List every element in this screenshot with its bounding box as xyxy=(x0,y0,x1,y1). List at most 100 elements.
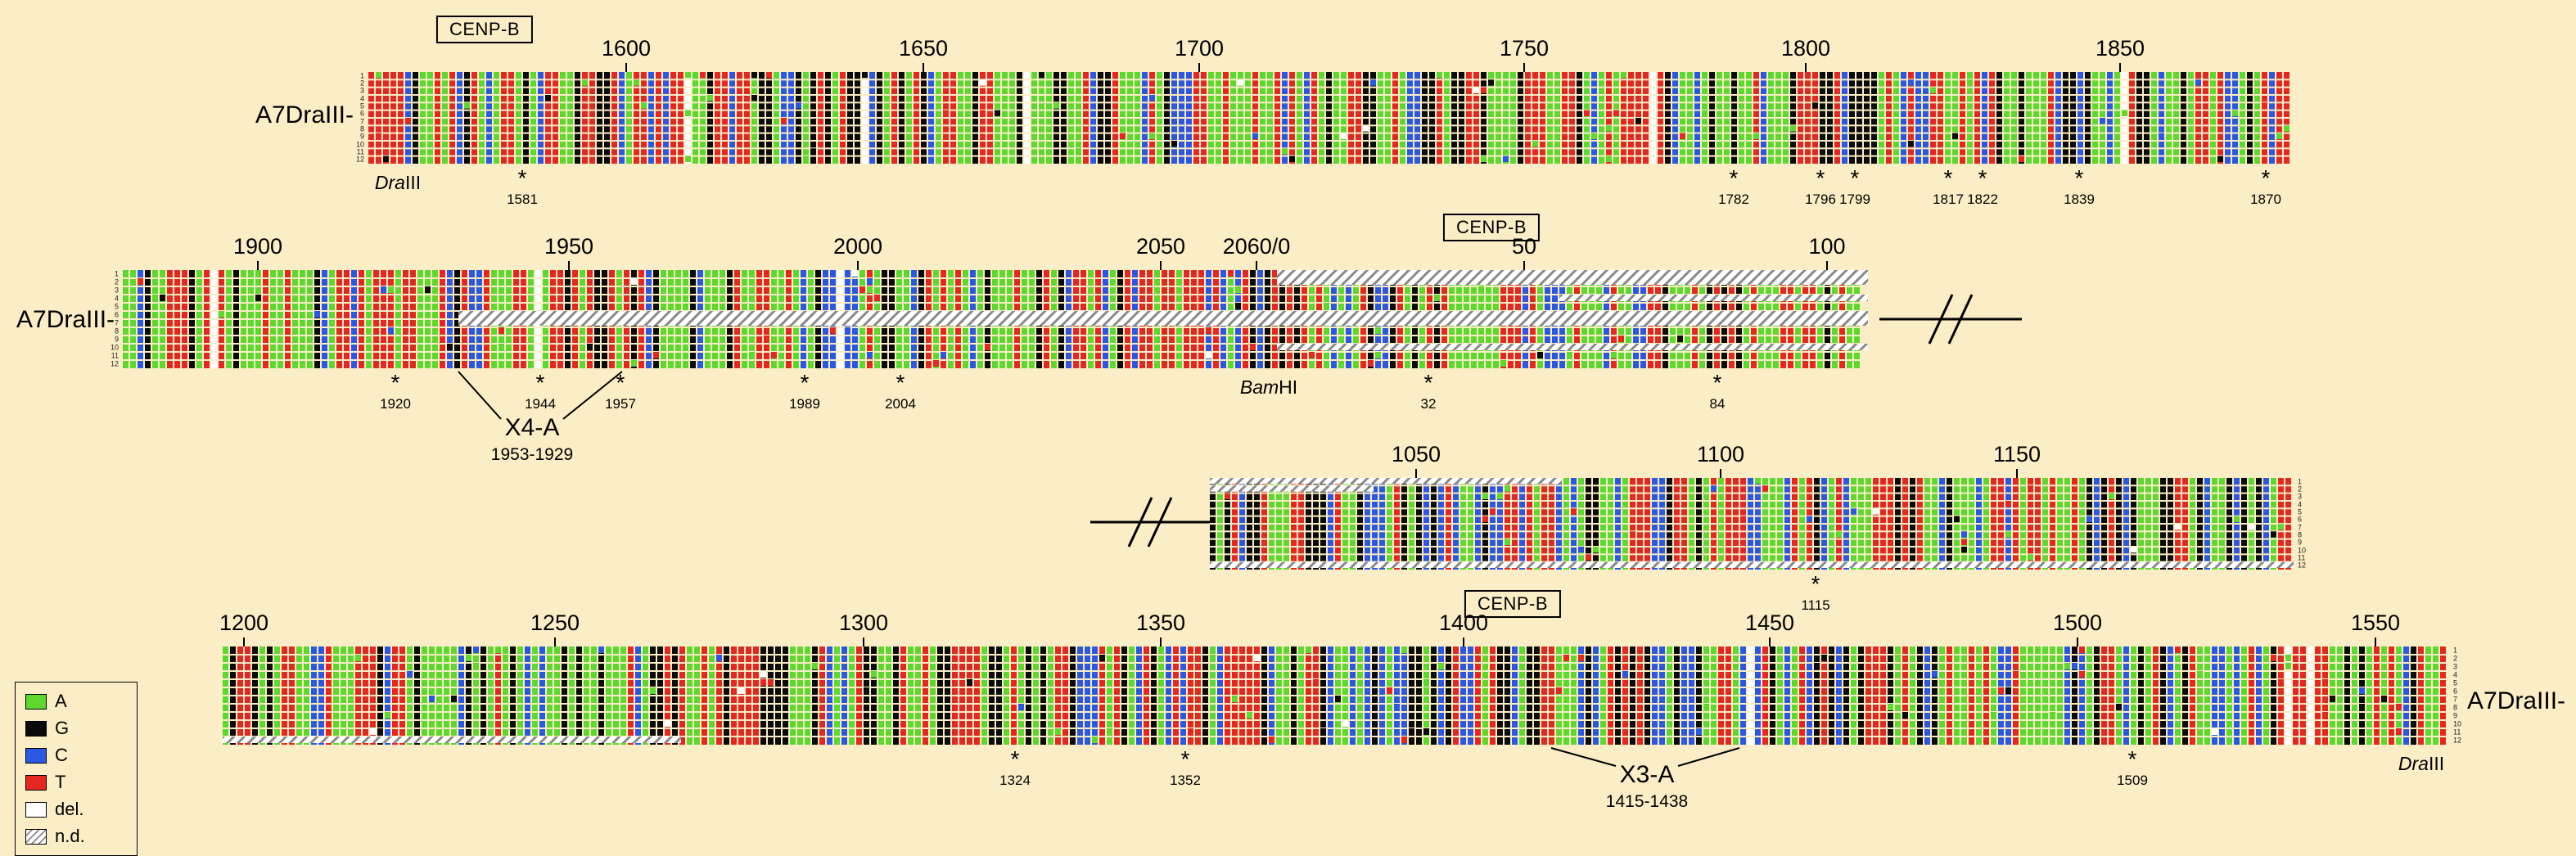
position-tick-label: 1700 xyxy=(1174,36,1225,61)
lane-number: 6 xyxy=(2453,687,2458,696)
enzyme-roman: III xyxy=(404,172,422,193)
lane-number: 7 xyxy=(2453,695,2458,704)
lane-number: 10 xyxy=(2453,719,2462,728)
legend-swatch-del xyxy=(25,801,47,818)
lane-number: 2 xyxy=(114,277,119,286)
lane-number: 3 xyxy=(359,86,364,95)
variant-asterisk: * xyxy=(1850,165,1860,191)
lane-number: 12 xyxy=(2298,561,2307,570)
variant-asterisk: * xyxy=(800,370,810,395)
variant-position: 1920 xyxy=(380,396,411,412)
lane-number: 1 xyxy=(2453,646,2458,655)
variant-asterisk: * xyxy=(1816,165,1825,191)
legend-label-A: A xyxy=(55,691,67,711)
legend-label-nd: n.d. xyxy=(55,826,85,846)
variant-position: 1352 xyxy=(1170,773,1201,788)
position-tick-label: 2060/0 xyxy=(1222,234,1291,259)
position-tick-label: 1900 xyxy=(232,234,283,259)
sequence-block-row3 xyxy=(1208,478,2295,570)
legend-item-G: G xyxy=(25,718,127,739)
legend-item-C: C xyxy=(25,745,127,766)
sequence-block-row2 xyxy=(121,270,1870,368)
variant-position: 32 xyxy=(1420,396,1437,412)
position-tick-label: 1300 xyxy=(838,610,889,635)
lane-number: 2 xyxy=(2453,654,2458,663)
lane-number: 2 xyxy=(359,79,364,88)
lane-number: 1 xyxy=(2298,477,2303,486)
lane-number: 3 xyxy=(2453,662,2458,671)
lane-number: 8 xyxy=(114,327,119,336)
track-label-row4: A7DraIII- xyxy=(2467,687,2566,714)
lane-number: 10 xyxy=(2298,546,2307,555)
lane-number: 7 xyxy=(114,318,119,327)
variant-asterisk: * xyxy=(896,370,905,395)
lane-number: 8 xyxy=(359,124,364,133)
variant-asterisk: * xyxy=(1978,165,1987,191)
legend-item-nd: n.d. xyxy=(25,826,127,847)
lane-number: 1 xyxy=(359,71,364,80)
enzyme-roman: HI xyxy=(1279,376,1298,398)
lane-number: 11 xyxy=(356,147,364,156)
cenpb-box-label: CENP-B xyxy=(1442,214,1541,241)
variant-asterisk: * xyxy=(1943,165,1953,191)
variant-asterisk: * xyxy=(1423,370,1433,395)
enzyme-italic: Bam xyxy=(1239,376,1279,398)
lane-number: 9 xyxy=(114,335,119,344)
lane-number: 2 xyxy=(2298,484,2303,493)
variant-asterisk: * xyxy=(1712,370,1722,395)
position-tick-label: 1850 xyxy=(2095,36,2145,61)
legend-item-del: del. xyxy=(25,799,127,820)
lane-number: 9 xyxy=(2298,538,2303,547)
lane-number: 1 xyxy=(114,269,119,278)
lane-number: 6 xyxy=(114,310,119,319)
variant-position: 1782 xyxy=(1718,191,1749,207)
lane-number: 10 xyxy=(110,343,119,352)
variant-asterisk: * xyxy=(1010,746,1020,772)
variant-position: 1581 xyxy=(507,191,538,207)
cenpb-box-label: CENP-B xyxy=(435,16,534,43)
variant-position: 1324 xyxy=(999,773,1031,788)
legend-item-A: A xyxy=(25,691,127,712)
legend-label-del: del. xyxy=(55,799,84,819)
variant-position: 1817 xyxy=(1933,191,1964,207)
enzyme-site-label: DraIII xyxy=(2398,753,2444,775)
lane-number: 5 xyxy=(114,302,119,311)
sequence-block-row4 xyxy=(221,647,2451,745)
region-annotation-range: 1953-1929 xyxy=(490,445,574,464)
lane-number: 3 xyxy=(114,286,119,295)
lane-number: 9 xyxy=(359,132,364,141)
lane-number: 4 xyxy=(114,294,119,303)
variant-position: 84 xyxy=(1709,396,1726,412)
region-annotation-title: X3-A xyxy=(1619,761,1675,788)
variant-asterisk: * xyxy=(616,370,625,395)
lane-number: 5 xyxy=(2298,507,2303,516)
legend-swatch-C xyxy=(25,747,47,764)
lane-number: 4 xyxy=(359,94,364,103)
lane-number: 5 xyxy=(359,101,364,110)
legend-label-T: T xyxy=(55,772,66,792)
position-tick-label: 1200 xyxy=(219,610,269,635)
region-annotation-range: 1415-1438 xyxy=(1605,792,1689,811)
lane-number: 6 xyxy=(2298,515,2303,524)
position-tick-label: 1050 xyxy=(1391,442,1441,466)
legend-swatch-nd xyxy=(25,828,47,845)
variant-asterisk: * xyxy=(1729,165,1739,191)
enzyme-site-label: BamHI xyxy=(1240,376,1297,399)
enzyme-roman: III xyxy=(2428,753,2445,774)
legend-label-C: C xyxy=(55,745,68,765)
variant-position: 1989 xyxy=(789,396,820,412)
variant-position: 1509 xyxy=(2117,773,2148,788)
position-tick-label: 1450 xyxy=(1744,610,1795,635)
variant-asterisk: * xyxy=(2261,165,2271,191)
lane-number: 11 xyxy=(111,351,119,360)
position-tick-label: 1150 xyxy=(1992,442,2041,466)
position-tick-label: 1350 xyxy=(1135,610,1186,635)
position-tick-label: 100 xyxy=(1808,234,1846,259)
variant-position: 1822 xyxy=(1967,191,1998,207)
lane-number: 11 xyxy=(2298,553,2306,562)
position-tick-label: 1100 xyxy=(1696,442,1745,466)
